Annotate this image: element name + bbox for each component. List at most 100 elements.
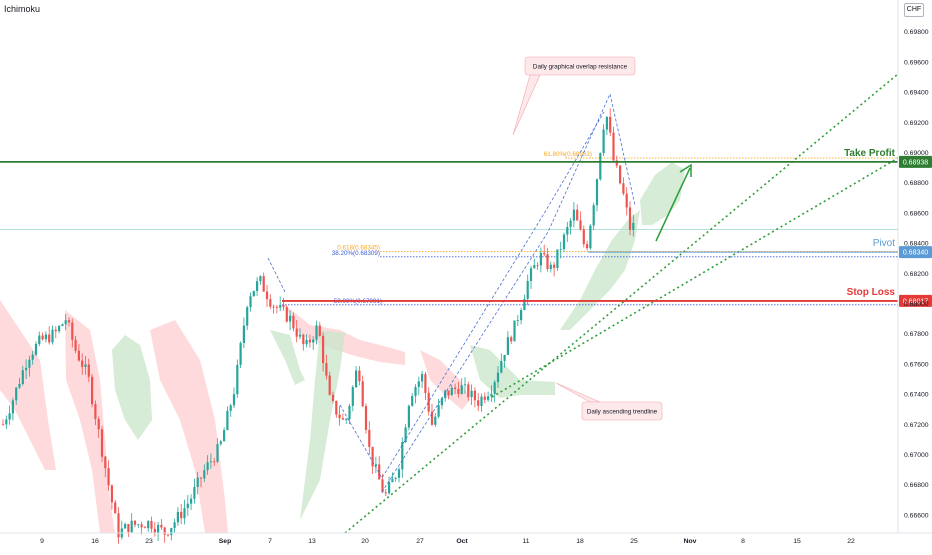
candle-body — [427, 392, 430, 412]
candle-body — [378, 464, 381, 480]
candle-body — [51, 329, 54, 343]
x-tick-label: 8 — [741, 538, 745, 545]
candle-body — [150, 521, 153, 529]
currency-badge[interactable]: CHF — [904, 3, 924, 17]
x-tick-label: 13 — [308, 538, 316, 545]
candle-body — [107, 468, 110, 486]
candle-body — [457, 389, 460, 394]
candle-body — [526, 281, 529, 299]
level-price-badge — [899, 246, 932, 259]
candle-body — [41, 335, 44, 340]
candle-body — [239, 343, 242, 365]
candle-body — [566, 226, 569, 235]
candle-body — [275, 306, 278, 308]
candle-body — [632, 222, 635, 230]
candle-body — [384, 492, 387, 494]
candle-body — [447, 390, 450, 396]
candle-body — [539, 252, 542, 266]
candle-body — [206, 462, 209, 471]
candle-body — [110, 485, 113, 503]
candle-body — [236, 364, 239, 395]
candle-body — [411, 396, 414, 406]
candle-body — [364, 406, 368, 430]
candle-body — [477, 400, 480, 406]
candle-body — [48, 334, 51, 343]
y-tick-label: 0.68200 — [904, 271, 929, 278]
candle-body — [84, 364, 87, 367]
candle-body — [249, 296, 252, 308]
candle-body — [421, 374, 424, 382]
candle-body — [430, 411, 434, 425]
candle-body — [510, 337, 513, 342]
cloud-area — [470, 345, 555, 398]
candle-body — [262, 276, 265, 292]
y-tick-label: 0.66600 — [904, 512, 929, 519]
candle-body — [232, 394, 236, 406]
candle-body — [404, 427, 407, 443]
candle-body — [18, 384, 21, 388]
candle-body — [97, 418, 100, 430]
candle-body — [506, 337, 509, 355]
candle-body — [463, 384, 467, 386]
candle-body — [595, 179, 599, 206]
candle-body — [625, 193, 628, 208]
ichimoku-cloud — [0, 162, 685, 533]
candle-body — [437, 405, 440, 417]
candle-body — [183, 508, 186, 519]
candle-body — [619, 165, 622, 184]
callout-tail — [512, 74, 541, 136]
candle-body — [308, 339, 311, 343]
candle-body — [490, 393, 493, 397]
candle-body — [94, 404, 97, 419]
candle-body — [483, 396, 486, 400]
candle-body — [576, 209, 579, 221]
y-tick-label: 0.69800 — [904, 29, 929, 36]
candle-body — [556, 249, 559, 268]
candle-body — [328, 375, 331, 395]
x-tick-label: 25 — [630, 538, 638, 545]
candle-body — [38, 335, 41, 344]
candle-body — [520, 310, 523, 321]
ascending-trendline — [491, 157, 899, 398]
y-tick-label: 0.69400 — [904, 90, 929, 97]
x-tick-label: 27 — [416, 538, 424, 545]
x-tick-label: 16 — [91, 538, 99, 545]
candle-body — [11, 400, 14, 414]
x-tick-label: 9 — [40, 538, 44, 545]
candle-body — [25, 367, 28, 371]
candle-body — [622, 183, 625, 194]
cloud-area — [640, 162, 685, 225]
candle-body — [424, 374, 427, 393]
candle-body — [305, 339, 308, 345]
level-price-label: 0.68017 — [903, 298, 928, 305]
candle-body — [612, 132, 615, 161]
candle-body — [91, 376, 94, 405]
candle-body — [407, 405, 410, 428]
x-tick-label: 20 — [361, 538, 369, 545]
candle-body — [100, 429, 104, 457]
y-tick-label: 0.67800 — [904, 331, 929, 338]
cloud-area — [270, 330, 305, 385]
level-name: Pivot — [873, 238, 895, 249]
candle-body — [242, 325, 245, 344]
candle-body — [289, 315, 292, 322]
callout-text: Daily graphical overlap resistance — [533, 64, 628, 71]
candle-body — [186, 503, 189, 509]
callout-box — [581, 401, 663, 421]
y-tick-label: 0.67200 — [904, 422, 929, 429]
candle-body — [533, 265, 536, 269]
x-tick-label: 7 — [268, 538, 272, 545]
candle-body — [605, 116, 608, 130]
cloud-area — [65, 310, 115, 533]
candle-body — [543, 252, 546, 255]
candle-body — [114, 502, 117, 514]
candle-body — [216, 444, 219, 462]
candle-body — [199, 477, 203, 479]
candle-body — [5, 419, 8, 425]
indicator-label: Ichimoku — [4, 4, 41, 14]
candle-body — [562, 234, 566, 250]
cloud-area — [420, 350, 470, 410]
candle-body — [529, 268, 533, 282]
candle-body — [272, 306, 275, 308]
